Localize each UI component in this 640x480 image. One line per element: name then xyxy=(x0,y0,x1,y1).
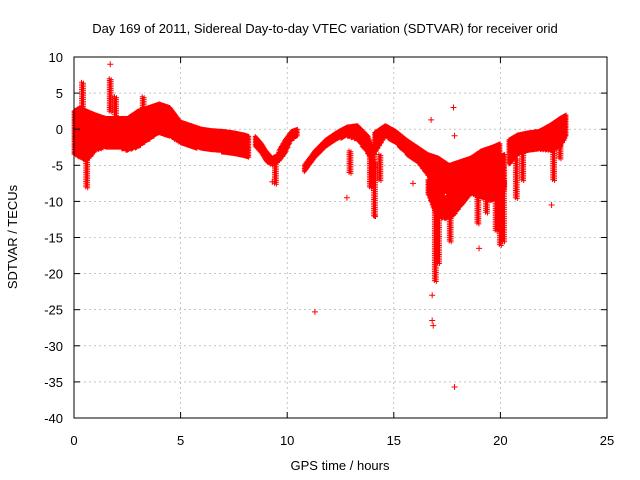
y-tick-label: -25 xyxy=(44,303,63,318)
x-tick-label: 20 xyxy=(493,433,507,448)
y-tick-label: -10 xyxy=(44,194,63,209)
y-tick-label: -5 xyxy=(51,158,63,173)
chart-title: Day 169 of 2011, Sidereal Day-to-day VTE… xyxy=(92,21,558,36)
outlier-point xyxy=(451,132,458,139)
outlier-point xyxy=(107,61,114,68)
outlier-point xyxy=(450,104,457,111)
outlier-point xyxy=(451,383,458,390)
outlier-point xyxy=(371,212,378,219)
y-tick-label: -30 xyxy=(44,339,63,354)
x-tick-label: 15 xyxy=(387,433,401,448)
y-tick-label: -40 xyxy=(44,411,63,426)
outlier-point xyxy=(428,116,435,123)
x-axis-label: GPS time / hours xyxy=(291,458,390,473)
outlier-point xyxy=(311,308,318,315)
y-tick-label: 5 xyxy=(56,86,63,101)
x-tick-label: 25 xyxy=(600,433,614,448)
ticks: 0 5 10 15 20 25 10 5 0 -5 -10 -15 -20 -25 -30 -35 -40 xyxy=(44,50,614,448)
outlier-point xyxy=(429,317,436,324)
outlier-point xyxy=(548,202,555,209)
outlier-point xyxy=(269,178,276,185)
y-tick-label: -35 xyxy=(44,375,63,390)
y-tick-label: -15 xyxy=(44,231,63,246)
outlier-point xyxy=(429,292,436,299)
data-points xyxy=(71,61,569,390)
outlier-point xyxy=(343,194,350,201)
x-tick-label: 10 xyxy=(280,433,294,448)
x-tick-label: 0 xyxy=(70,433,77,448)
y-axis-label: SDTVAR / TECUs xyxy=(5,184,20,289)
y-tick-label: 10 xyxy=(49,50,63,65)
outlier-point xyxy=(409,180,416,187)
y-tick-label: 0 xyxy=(56,122,63,137)
y-tick-label: -20 xyxy=(44,267,63,282)
outlier-point xyxy=(430,322,437,329)
outlier-point xyxy=(476,245,483,252)
x-tick-label: 5 xyxy=(177,433,184,448)
